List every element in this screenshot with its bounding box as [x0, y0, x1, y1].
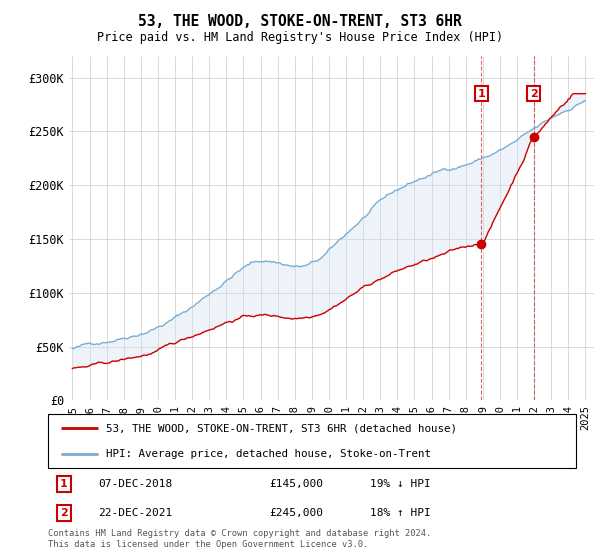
Text: 2: 2 [530, 88, 538, 99]
Text: 1: 1 [478, 88, 485, 99]
Text: HPI: Average price, detached house, Stoke-on-Trent: HPI: Average price, detached house, Stok… [106, 449, 431, 459]
FancyBboxPatch shape [48, 414, 576, 468]
Text: 1: 1 [60, 479, 68, 489]
Text: £245,000: £245,000 [270, 508, 324, 518]
Text: 07-DEC-2018: 07-DEC-2018 [98, 479, 172, 489]
Text: 53, THE WOOD, STOKE-ON-TRENT, ST3 6HR: 53, THE WOOD, STOKE-ON-TRENT, ST3 6HR [138, 14, 462, 29]
Text: Price paid vs. HM Land Registry's House Price Index (HPI): Price paid vs. HM Land Registry's House … [97, 31, 503, 44]
Text: 2: 2 [60, 508, 68, 518]
Text: Contains HM Land Registry data © Crown copyright and database right 2024.
This d: Contains HM Land Registry data © Crown c… [48, 529, 431, 549]
Text: 53, THE WOOD, STOKE-ON-TRENT, ST3 6HR (detached house): 53, THE WOOD, STOKE-ON-TRENT, ST3 6HR (d… [106, 423, 457, 433]
Text: 22-DEC-2021: 22-DEC-2021 [98, 508, 172, 518]
Text: 18% ↑ HPI: 18% ↑ HPI [370, 508, 431, 518]
Text: £145,000: £145,000 [270, 479, 324, 489]
Text: 19% ↓ HPI: 19% ↓ HPI [370, 479, 431, 489]
